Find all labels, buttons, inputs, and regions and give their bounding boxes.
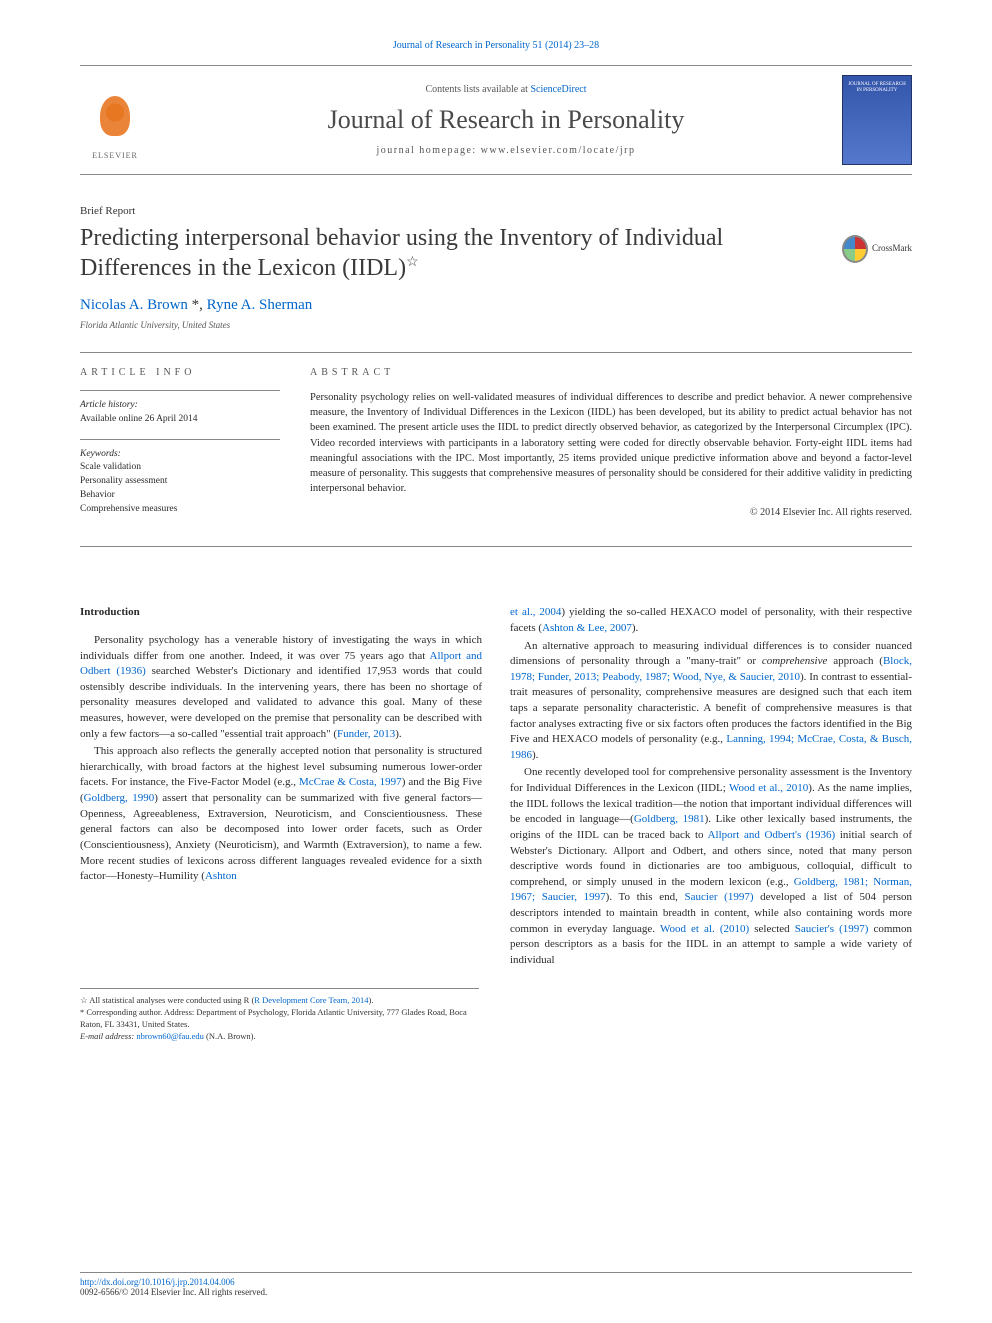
citation-link[interactable]: Funder, 2013: [337, 728, 395, 740]
elsevier-tree-icon: [90, 96, 140, 151]
citation-link[interactable]: Saucier's (1997): [795, 923, 869, 935]
citation-line: Journal of Research in Personality 51 (2…: [80, 40, 912, 51]
history-block: Article history: Available online 26 Apr…: [80, 390, 280, 427]
citation-link[interactable]: Goldberg, 1990: [84, 792, 155, 804]
issn-line: 0092-6566/© 2014 Elsevier Inc. All right…: [80, 1287, 912, 1297]
journal-name: Journal of Research in Personality: [170, 105, 842, 135]
text-italic: comprehensive: [762, 655, 828, 667]
article-info-column: ARTICLE INFO Article history: Available …: [80, 367, 280, 528]
text: ).: [532, 749, 538, 761]
text: ).: [369, 995, 374, 1005]
history-label: Article history:: [80, 399, 280, 413]
body-col-left: Introduction Personality psychology has …: [80, 605, 482, 970]
crossmark-icon: [842, 235, 868, 263]
text: ☆ All statistical analyses were conducte…: [80, 995, 254, 1005]
contents-prefix: Contents lists available at: [425, 84, 530, 95]
citation-link[interactable]: Saucier (1997): [685, 891, 754, 903]
info-abstract-row: ARTICLE INFO Article history: Available …: [80, 352, 912, 547]
history-date: Available online 26 April 2014: [80, 413, 280, 427]
citation-link[interactable]: et al., 2004: [510, 606, 561, 618]
cover-thumb-title: JOURNAL OF RESEARCH IN PERSONALITY: [847, 82, 907, 94]
intro-heading: Introduction: [80, 605, 482, 621]
journal-cover-thumb[interactable]: JOURNAL OF RESEARCH IN PERSONALITY: [842, 75, 912, 165]
email-link[interactable]: nbrown60@fau.edu: [136, 1031, 204, 1041]
citation-link[interactable]: Allport and Odbert's (1936): [708, 829, 836, 841]
text: Personality psychology has a venerable h…: [80, 634, 482, 662]
keywords-label: Keywords:: [80, 448, 280, 462]
text: selected: [749, 923, 795, 935]
text: approach (: [827, 655, 883, 667]
title-text: Predicting interpersonal behavior using …: [80, 225, 723, 281]
abstract-copyright: © 2014 Elsevier Inc. All rights reserved…: [310, 507, 912, 518]
affiliation: Florida Atlantic University, United Stat…: [80, 320, 912, 330]
info-label: ARTICLE INFO: [80, 367, 280, 378]
abstract-text: Personality psychology relies on well-va…: [310, 390, 912, 497]
email-label: E-mail address:: [80, 1031, 136, 1041]
footnotes: ☆ All statistical analyses were conducte…: [80, 988, 479, 1043]
elsevier-label: ELSEVIER: [92, 151, 138, 160]
author-marks: *,: [188, 297, 207, 313]
header-center: Contents lists available at ScienceDirec…: [170, 84, 842, 156]
footnote-2: * Corresponding author. Address: Departm…: [80, 1007, 479, 1031]
body-col-right: et al., 2004) yielding the so-called HEX…: [510, 605, 912, 970]
citation-link[interactable]: McCrae & Costa, 1997: [299, 776, 402, 788]
text: ). To this end,: [606, 891, 685, 903]
text: (N.A. Brown).: [204, 1031, 256, 1041]
citation-link[interactable]: Wood et al., 2010: [729, 782, 808, 794]
keyword: Personality assessment: [80, 475, 280, 489]
elsevier-logo[interactable]: ELSEVIER: [80, 80, 150, 160]
homepage-line[interactable]: journal homepage: www.elsevier.com/locat…: [170, 145, 842, 156]
footnote-1: ☆ All statistical analyses were conducte…: [80, 995, 479, 1007]
authors: Nicolas A. Brown *, Ryne A. Sherman: [80, 297, 912, 314]
crossmark-badge[interactable]: CrossMark: [842, 229, 912, 269]
keyword: Comprehensive measures: [80, 503, 280, 517]
para: et al., 2004) yielding the so-called HEX…: [510, 605, 912, 636]
title-star-icon: ☆: [406, 255, 419, 270]
keyword: Scale validation: [80, 461, 280, 475]
para: An alternative approach to measuring ind…: [510, 639, 912, 764]
para: Personality psychology has a venerable h…: [80, 633, 482, 742]
author-2[interactable]: Ryne A. Sherman: [207, 297, 313, 313]
para: One recently developed tool for comprehe…: [510, 765, 912, 968]
abstract-label: ABSTRACT: [310, 367, 912, 378]
citation-link[interactable]: Ashton: [205, 870, 237, 882]
body-columns: Introduction Personality psychology has …: [80, 605, 912, 970]
article-type: Brief Report: [80, 205, 912, 217]
footnote-3: E-mail address: nbrown60@fau.edu (N.A. B…: [80, 1031, 479, 1043]
contents-line: Contents lists available at ScienceDirec…: [170, 84, 842, 95]
keywords-block: Keywords: Scale validation Personality a…: [80, 439, 280, 517]
citation-link[interactable]: Wood et al. (2010): [660, 923, 749, 935]
citation-link[interactable]: R Development Core Team, 2014: [254, 995, 368, 1005]
citation-link[interactable]: Goldberg, 1981: [634, 813, 705, 825]
text: ).: [632, 622, 638, 634]
sciencedirect-link[interactable]: ScienceDirect: [530, 84, 586, 95]
crossmark-label: CrossMark: [872, 243, 912, 254]
text: ) assert that personality can be summari…: [80, 792, 482, 882]
doi-link[interactable]: http://dx.doi.org/10.1016/j.jrp.2014.04.…: [80, 1277, 912, 1287]
text: ).: [395, 728, 401, 740]
author-1[interactable]: Nicolas A. Brown: [80, 297, 188, 313]
journal-header: ELSEVIER Contents lists available at Sci…: [80, 65, 912, 175]
keyword: Behavior: [80, 489, 280, 503]
citation-link[interactable]: Ashton & Lee, 2007: [542, 622, 632, 634]
para: This approach also reflects the generall…: [80, 744, 482, 884]
article-title: Predicting interpersonal behavior using …: [80, 223, 912, 283]
abstract-column: ABSTRACT Personality psychology relies o…: [310, 367, 912, 528]
footer: http://dx.doi.org/10.1016/j.jrp.2014.04.…: [80, 1272, 912, 1297]
